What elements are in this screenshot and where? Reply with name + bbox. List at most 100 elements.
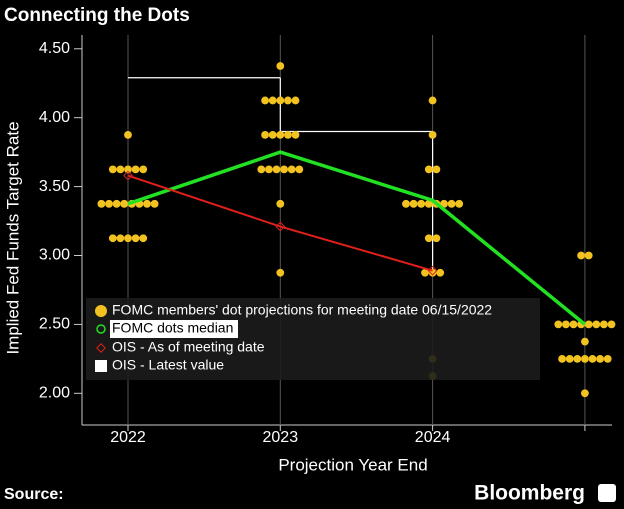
x-axis-label: Projection Year End — [278, 455, 427, 474]
fomc-dot — [131, 234, 140, 243]
y-tick-label: 4.00 — [39, 109, 70, 126]
y-tick-label: 3.50 — [39, 178, 70, 195]
legend-label: OIS - Latest value — [112, 357, 224, 373]
fomc-dot — [291, 131, 300, 139]
fomc-dot — [428, 96, 437, 105]
fomc-dot — [558, 354, 566, 363]
fomc-dot — [573, 354, 582, 363]
legend-swatch — [96, 324, 106, 334]
ois-meeting-marker — [123, 170, 133, 181]
fomc-dot — [584, 251, 593, 260]
x-tick-label: 2023 — [263, 429, 299, 446]
fomc-dot — [428, 131, 437, 139]
fomc-dot — [436, 268, 445, 277]
fomc-dot — [265, 165, 273, 174]
fomc-dot — [150, 199, 159, 208]
fomc-dot — [280, 165, 288, 174]
chart-title: Connecting the Dots — [4, 5, 190, 26]
fomc-dot — [131, 165, 140, 174]
fomc-dot — [105, 199, 113, 208]
fomc-dot — [295, 165, 304, 174]
fomc-dot — [402, 199, 410, 208]
fomc-dot — [417, 199, 426, 208]
fomc-dot — [139, 165, 148, 174]
fomc-dot — [108, 234, 117, 243]
fomc-dot — [116, 165, 125, 174]
y-tick-label: 2.00 — [39, 385, 70, 402]
ois-meeting-marker — [275, 221, 286, 232]
fomc-dot — [268, 131, 277, 139]
fomc-dot — [421, 268, 429, 277]
y-tick-label: 2.50 — [39, 316, 70, 333]
fomc-dot — [124, 234, 132, 243]
fomc-dot — [120, 199, 129, 208]
fomc-dot — [124, 131, 132, 139]
fomc-dot — [424, 199, 433, 208]
fomc-dot — [276, 268, 285, 277]
fomc-dot — [143, 199, 151, 208]
fomc-dot — [607, 320, 616, 329]
fomc-dot — [124, 165, 132, 174]
fomc-dot — [581, 354, 589, 363]
legend-label: OIS - As of meeting date — [112, 339, 265, 355]
fomc-dot — [455, 199, 464, 208]
fomc-dot — [577, 251, 585, 260]
source: Source: — [4, 486, 64, 503]
fomc-dot — [261, 131, 269, 139]
legend-swatch — [95, 360, 107, 372]
fomc-dot — [139, 234, 148, 243]
fomc-dot — [284, 96, 292, 105]
fomc-dot — [562, 320, 570, 329]
fomc-dot — [276, 199, 285, 208]
x-tick-label: 2024 — [415, 429, 451, 446]
fomc-dot — [600, 320, 608, 329]
fomc-dot — [291, 96, 300, 105]
fomc-dot — [569, 320, 578, 329]
y-axis-label: Implied Fed Funds Target Rate — [3, 121, 22, 354]
fomc-dot — [409, 199, 418, 208]
legend-swatch — [96, 343, 106, 353]
fomc-dot — [108, 165, 117, 174]
fomc-dot — [584, 320, 593, 329]
fomc-dot — [287, 165, 296, 174]
fomc-dot — [596, 354, 604, 363]
legend-box — [86, 298, 540, 380]
fomc-dot — [432, 165, 441, 174]
y-tick-label: 3.00 — [39, 247, 70, 264]
ois-meeting-line — [127, 174, 433, 272]
fomc-dot — [284, 131, 292, 139]
fomc-dot — [440, 199, 448, 208]
fomc-dot — [257, 165, 266, 174]
fomc-dot — [276, 96, 285, 105]
legend-label-bg — [110, 320, 238, 338]
fomc-dot — [424, 165, 433, 174]
fomc-dot — [268, 96, 277, 105]
fomc-dot — [276, 131, 285, 139]
ois-meeting-marker — [427, 265, 438, 276]
fomc-dot — [588, 354, 597, 363]
x-tick-label: 2022 — [110, 429, 146, 446]
median-line — [127, 150, 587, 326]
fomc-dot — [447, 199, 456, 208]
fomc-dot — [112, 199, 121, 208]
legend-label: FOMC members' dot projections for meetin… — [112, 302, 492, 318]
fomc-dot — [432, 234, 441, 243]
fomc-dot — [603, 354, 612, 363]
brand: Bloomberg — [474, 482, 585, 505]
fomc-dot — [276, 62, 285, 70]
fomc-dot — [554, 320, 563, 329]
legend-swatch — [95, 305, 107, 317]
brand-icon — [598, 484, 616, 502]
fomc-dot — [424, 234, 433, 243]
fomc-dot — [565, 354, 574, 363]
fomc-dot — [116, 234, 125, 243]
legend-label: FOMC dots median — [112, 320, 233, 336]
fomc-dot — [97, 199, 106, 208]
y-tick-label: 4.50 — [39, 40, 70, 57]
fomc-dot — [581, 389, 589, 398]
fomc-dot — [261, 96, 269, 105]
fomc-dot — [581, 337, 589, 346]
fomc-dot — [272, 165, 281, 174]
